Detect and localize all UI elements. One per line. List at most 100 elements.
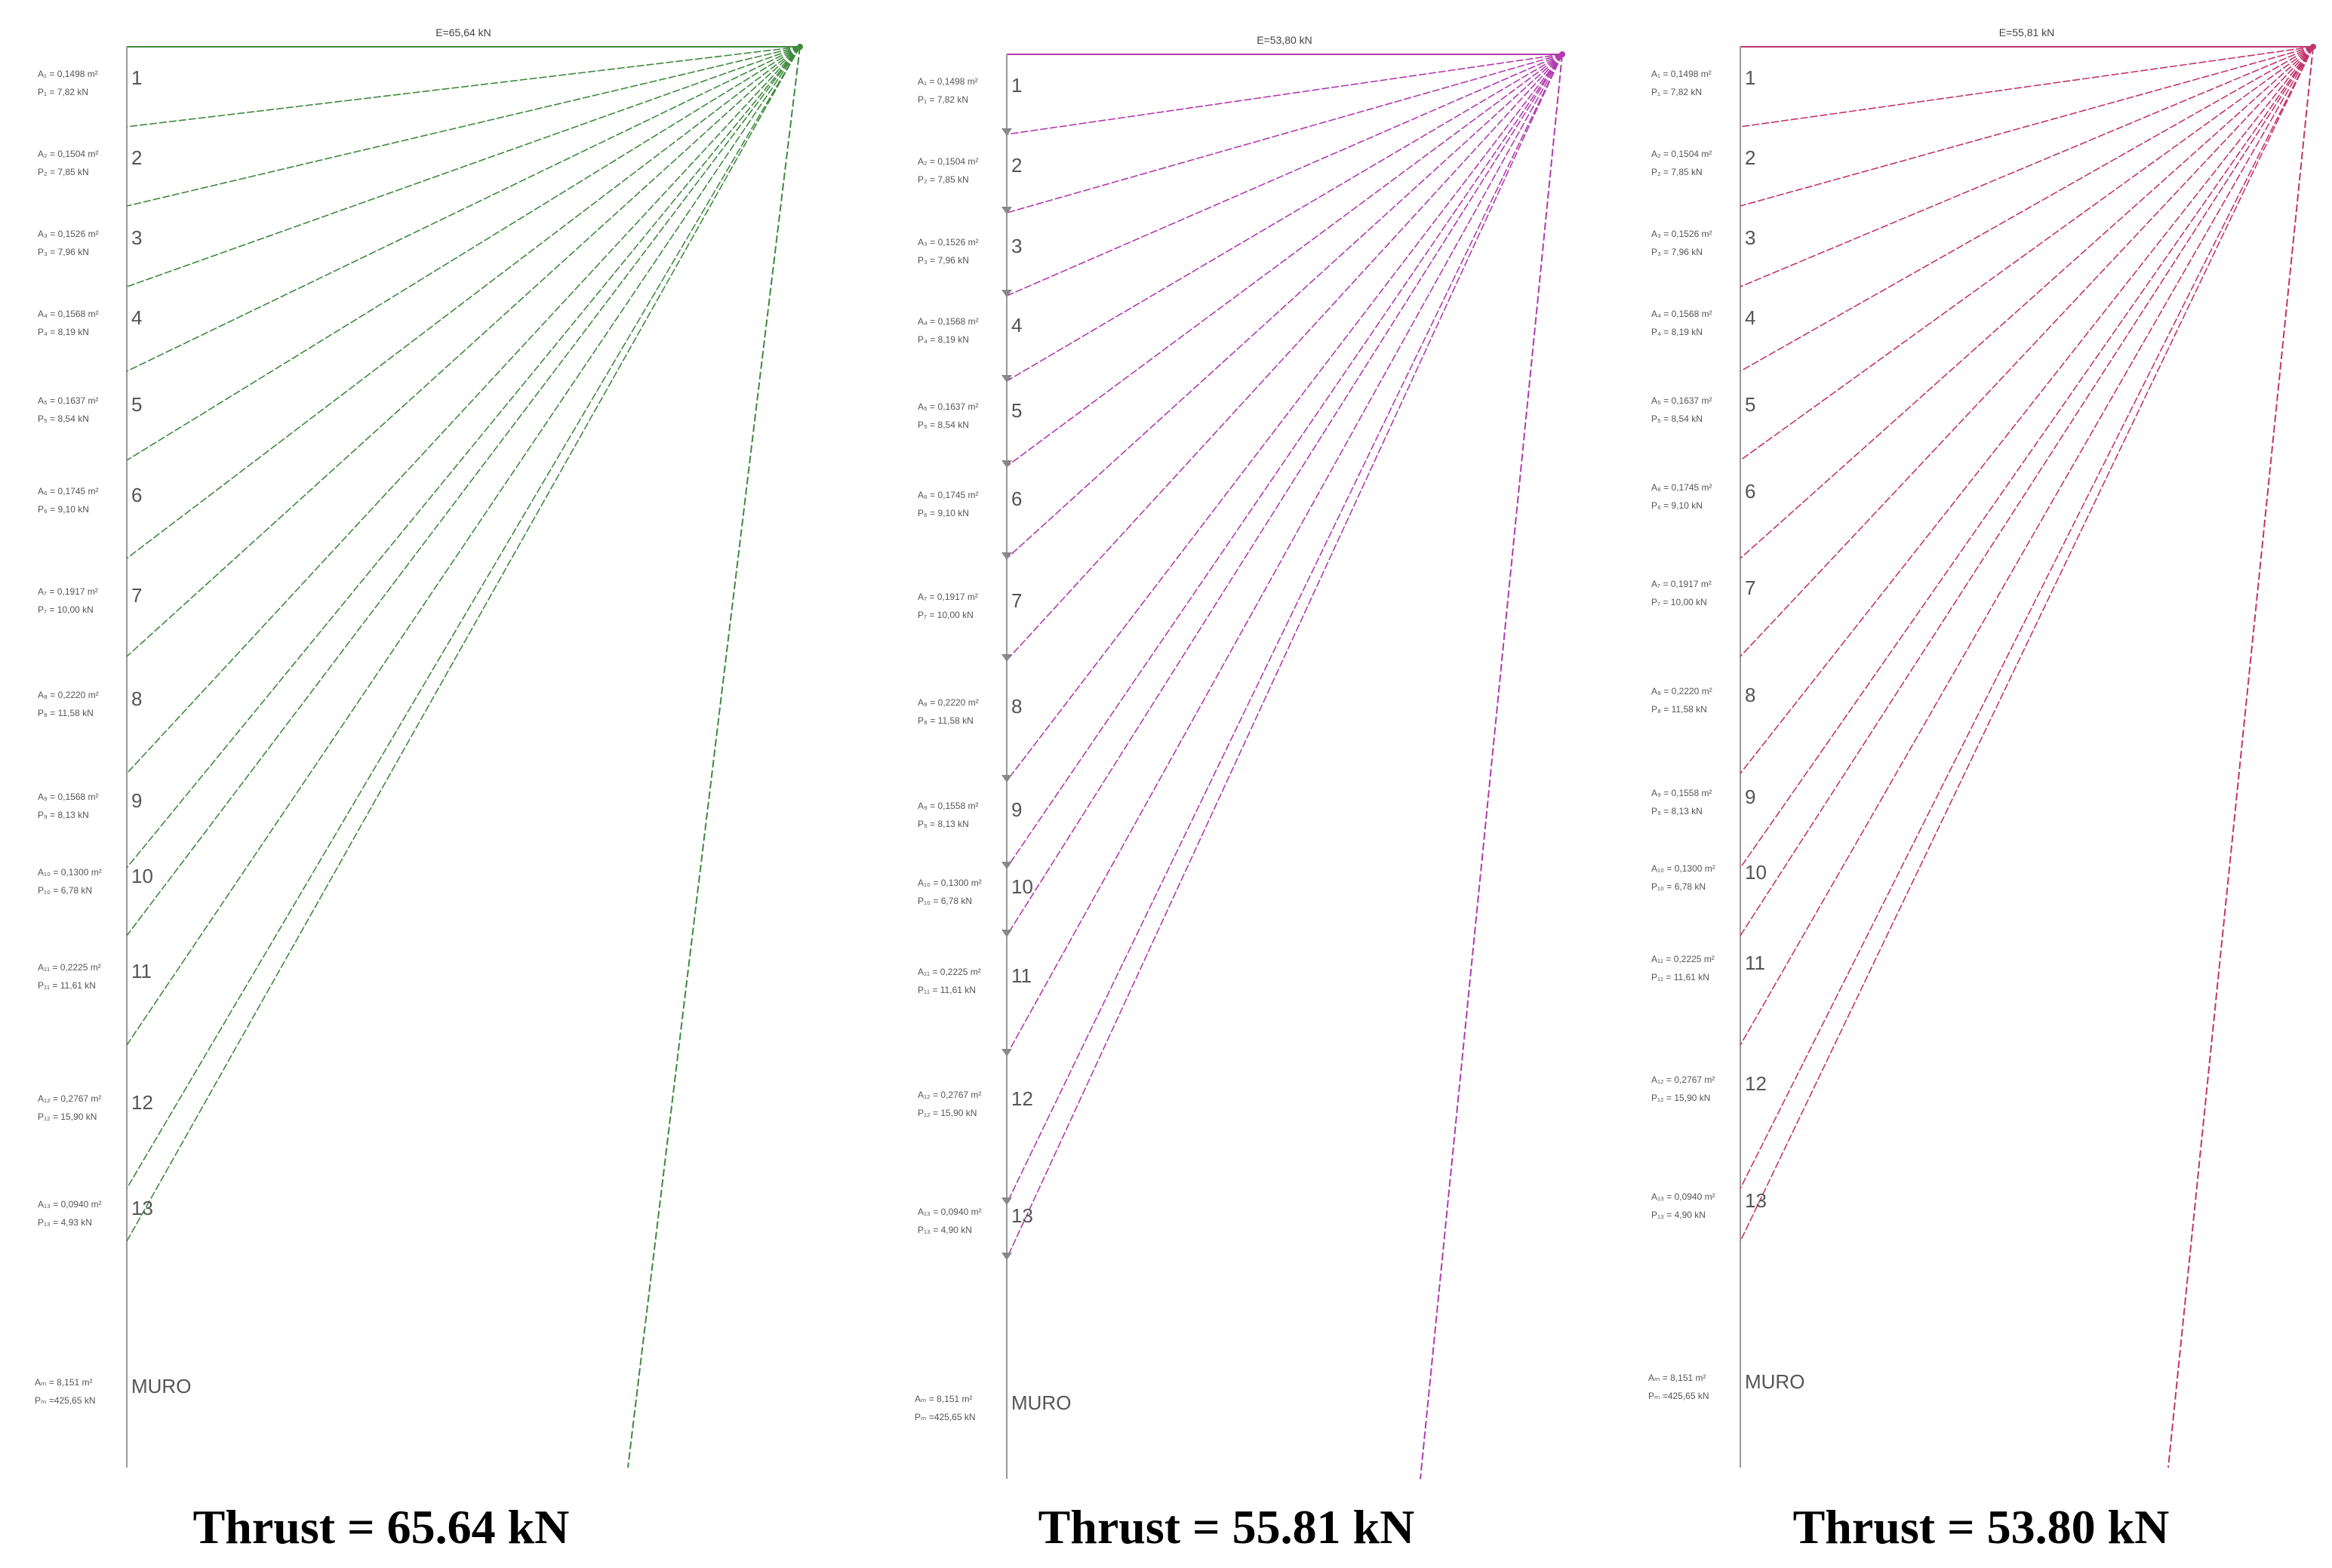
force-ray-line bbox=[1740, 46, 2314, 869]
segment-number: 6 bbox=[131, 484, 142, 506]
closing-ray-line bbox=[2167, 46, 2314, 1468]
segment-number: 13 bbox=[131, 1197, 153, 1219]
segment-area-label: A₆ = 0,1745 m² bbox=[1651, 482, 1712, 493]
force-ray-line bbox=[1006, 54, 1563, 214]
segment-weight-label: P₁₀ = 6,78 kN bbox=[1651, 881, 1706, 892]
segment-number: 8 bbox=[1745, 684, 1755, 706]
segment-weight-label: P₁₁ = 11,61 kN bbox=[1651, 972, 1709, 982]
segment-weight-label: P₄ = 8,19 kN bbox=[38, 327, 89, 337]
segment-number: 1 bbox=[131, 66, 142, 89]
segment-number: 6 bbox=[1745, 480, 1755, 503]
segment-weight-label: P₁ = 7,82 kN bbox=[38, 87, 88, 97]
segment-weight-label: P₁₁ = 11,61 kN bbox=[38, 980, 96, 991]
segment-number: 6 bbox=[1011, 487, 1022, 510]
segment-number: 12 bbox=[1011, 1087, 1033, 1110]
wall-area-label: Aₘ = 8,151 m² bbox=[35, 1377, 93, 1388]
segment-number: 2 bbox=[1011, 154, 1022, 177]
force-ray-line bbox=[126, 46, 801, 1046]
force-ray-line bbox=[126, 46, 801, 461]
segment-area-label: A₂ = 0,1504 m² bbox=[918, 156, 978, 167]
segment-weight-label: P₉ = 8,13 kN bbox=[1651, 806, 1703, 816]
segment-area-label: A₁₁ = 0,2225 m² bbox=[918, 967, 981, 977]
segment-weight-label: P₉ = 8,13 kN bbox=[918, 819, 969, 829]
segment-area-label: A₁₂ = 0,2767 m² bbox=[1651, 1075, 1715, 1085]
segment-area-label: A₈ = 0,2220 m² bbox=[38, 690, 99, 700]
segment-weight-label: P₉ = 8,13 kN bbox=[38, 810, 89, 820]
force-ray-line bbox=[126, 46, 801, 372]
segment-arrow-marker bbox=[1001, 128, 1012, 136]
segment-area-label: A₁₃ = 0,0940 m² bbox=[918, 1207, 982, 1217]
segment-weight-label: P₁₂ = 15,90 kN bbox=[1651, 1093, 1710, 1103]
segment-area-label: A₁ = 0,1498 m² bbox=[38, 69, 98, 79]
segment-area-label: A₉ = 0,1568 m² bbox=[38, 792, 98, 802]
segment-weight-label: P₂ = 7,85 kN bbox=[1651, 167, 1703, 177]
segment-weight-label: P₁₁ = 11,61 kN bbox=[918, 985, 976, 995]
segment-arrow-marker bbox=[1001, 290, 1012, 297]
pole-point bbox=[2310, 44, 2316, 50]
segment-weight-label: P₇ = 10,00 kN bbox=[1651, 597, 1707, 607]
segment-weight-label: P₁₃ = 4,93 kN bbox=[38, 1217, 92, 1228]
segment-arrow-marker bbox=[1001, 1049, 1012, 1056]
segment-number: 7 bbox=[1745, 576, 1755, 599]
force-ray-line bbox=[1006, 54, 1563, 1259]
segment-arrow-marker bbox=[1001, 552, 1012, 560]
segment-weight-label: P₅ = 8,54 kN bbox=[1651, 414, 1703, 424]
segment-weight-label: P₅ = 8,54 kN bbox=[38, 414, 89, 424]
segment-arrow-marker bbox=[1001, 1253, 1012, 1260]
segment-weight-label: P₆ = 9,10 kN bbox=[918, 508, 969, 518]
force-ray-line bbox=[126, 46, 801, 559]
segment-number: 5 bbox=[131, 393, 142, 416]
segment-area-label: A₄ = 0,1568 m² bbox=[918, 316, 979, 327]
segment-weight-label: P₅ = 8,54 kN bbox=[918, 420, 969, 430]
wall-area-label: Aₘ = 8,151 m² bbox=[1648, 1373, 1706, 1383]
force-ray-line bbox=[1006, 54, 1563, 382]
segment-number: 9 bbox=[1745, 786, 1755, 808]
segment-area-label: A₅ = 0,1637 m² bbox=[1651, 395, 1712, 406]
force-ray-line bbox=[1006, 54, 1563, 936]
segment-area-label: A₁₀ = 0,1300 m² bbox=[1651, 863, 1715, 874]
force-ray-line bbox=[126, 46, 801, 1242]
force-ray-line bbox=[126, 46, 801, 869]
segment-number: 13 bbox=[1745, 1189, 1767, 1212]
segment-arrow-marker bbox=[1001, 654, 1012, 662]
segment-weight-label: P₁₂ = 15,90 kN bbox=[918, 1108, 977, 1118]
segment-area-label: A₁₂ = 0,2767 m² bbox=[38, 1093, 101, 1104]
force-ray-line bbox=[1740, 46, 2314, 1189]
segment-area-label: A₅ = 0,1637 m² bbox=[918, 401, 979, 412]
segment-area-label: A₁₀ = 0,1300 m² bbox=[38, 867, 102, 878]
segment-weight-label: P₈ = 11,58 kN bbox=[1651, 704, 1707, 715]
segment-arrow-marker bbox=[1001, 1198, 1012, 1205]
segment-weight-label: P₆ = 9,10 kN bbox=[1651, 500, 1703, 511]
segment-number: 8 bbox=[131, 687, 142, 710]
segment-area-label: A₈ = 0,2220 m² bbox=[1651, 686, 1712, 696]
segment-weight-label: P₁₃ = 4,90 kN bbox=[1651, 1210, 1706, 1220]
force-ray-line bbox=[126, 46, 801, 774]
segment-area-label: A₃ = 0,1526 m² bbox=[38, 229, 99, 239]
segment-area-label: A₁₁ = 0,2225 m² bbox=[1651, 954, 1715, 964]
wall-label: MURO bbox=[1011, 1391, 1071, 1414]
segment-weight-label: P₁₃ = 4,90 kN bbox=[918, 1225, 972, 1235]
force-ray-line bbox=[126, 46, 801, 128]
force-ray-line bbox=[1006, 54, 1563, 1204]
segment-area-label: A₁ = 0,1498 m² bbox=[918, 76, 978, 87]
force-ray-line bbox=[1740, 46, 2314, 372]
segment-weight-label: P₃ = 7,96 kN bbox=[38, 247, 89, 257]
force-ray-line bbox=[1006, 54, 1563, 869]
segment-number: 11 bbox=[131, 960, 152, 982]
segment-number: 13 bbox=[1011, 1204, 1033, 1227]
segment-weight-label: P₁₀ = 6,78 kN bbox=[38, 885, 92, 896]
segment-number: 7 bbox=[131, 584, 142, 607]
segment-area-label: A₃ = 0,1526 m² bbox=[1651, 229, 1712, 239]
thrust-label-top: E=55,81 kN bbox=[1999, 26, 2055, 38]
segment-area-label: A₅ = 0,1637 m² bbox=[38, 395, 99, 406]
segment-area-label: A₆ = 0,1745 m² bbox=[918, 490, 979, 500]
force-ray-line bbox=[126, 46, 801, 207]
force-ray-line bbox=[1740, 46, 2314, 657]
segment-arrow-marker bbox=[1001, 207, 1012, 214]
force-ray-line bbox=[1740, 46, 2314, 1242]
closing-ray-line bbox=[627, 46, 801, 1468]
segment-number: 3 bbox=[1745, 226, 1755, 249]
segment-arrow-marker bbox=[1001, 375, 1012, 383]
panel-caption: Thrust = 53.80 kN bbox=[1793, 1500, 2170, 1554]
